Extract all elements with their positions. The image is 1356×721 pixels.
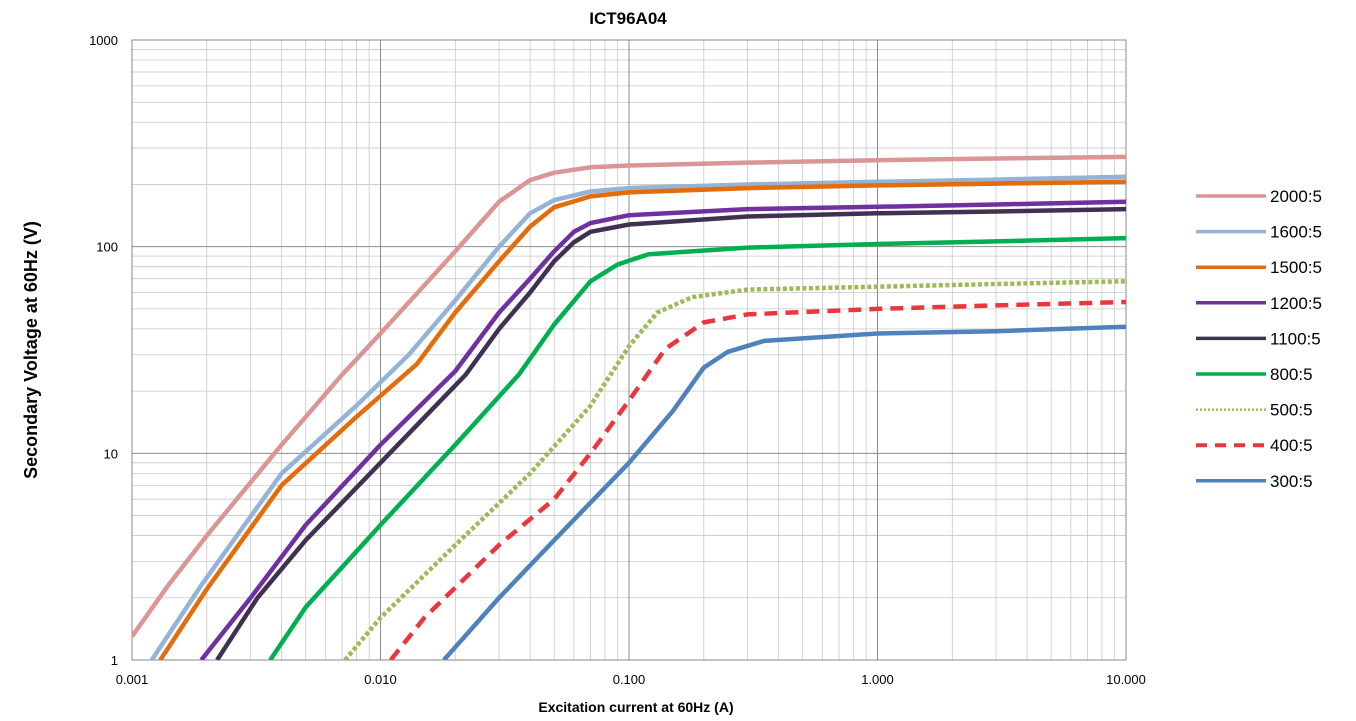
legend-label: 400:5 [1270, 436, 1313, 455]
y-tick-label: 1 [111, 653, 118, 668]
x-tick-label: 0.010 [364, 672, 397, 687]
y-tick-label: 100 [96, 240, 118, 255]
y-tick-label: 10 [104, 446, 118, 461]
series-line-1600-5 [149, 174, 1126, 660]
series-line-800-5 [268, 235, 1126, 660]
legend-label: 300:5 [1270, 472, 1313, 491]
series-line-1500-5 [158, 179, 1126, 660]
chart-title: ICT96A04 [589, 9, 667, 28]
legend-label: 2000:5 [1270, 187, 1322, 206]
series-line-400-5 [389, 299, 1126, 660]
legend-label: 1600:5 [1270, 223, 1322, 242]
series-line-2000-5 [132, 154, 1126, 638]
x-tick-labels: 0.001 0.010 0.100 1.000 10.000 [116, 672, 1146, 687]
y-tick-label: 1000 [89, 33, 118, 48]
legend: 2000:5 1600:5 1500:5 1200:5 1100:5 800:5 500:5… [1196, 187, 1322, 491]
y-tick-labels: 1 10 100 1000 [89, 33, 118, 668]
series-layer [132, 154, 1126, 660]
series-line-300-5 [442, 324, 1126, 660]
legend-label: 1200:5 [1270, 294, 1322, 313]
plot-area [131, 39, 1127, 661]
series-line-1100-5 [215, 206, 1126, 660]
x-tick-label: 10.000 [1106, 672, 1146, 687]
legend-label: 1500:5 [1270, 258, 1322, 277]
series-line-500-5 [343, 279, 1126, 660]
series-line-1200-5 [199, 199, 1126, 660]
y-axis-label: Secondary Voltage at 60Hz (V) [21, 221, 41, 479]
legend-label: 500:5 [1270, 401, 1313, 420]
x-tick-label: 0.001 [116, 672, 149, 687]
legend-label: 1100:5 [1270, 329, 1321, 348]
x-axis-label: Excitation current at 60Hz (A) [538, 699, 733, 715]
x-tick-label: 0.100 [613, 672, 646, 687]
legend-label: 800:5 [1270, 365, 1313, 384]
x-tick-label: 1.000 [861, 672, 894, 687]
